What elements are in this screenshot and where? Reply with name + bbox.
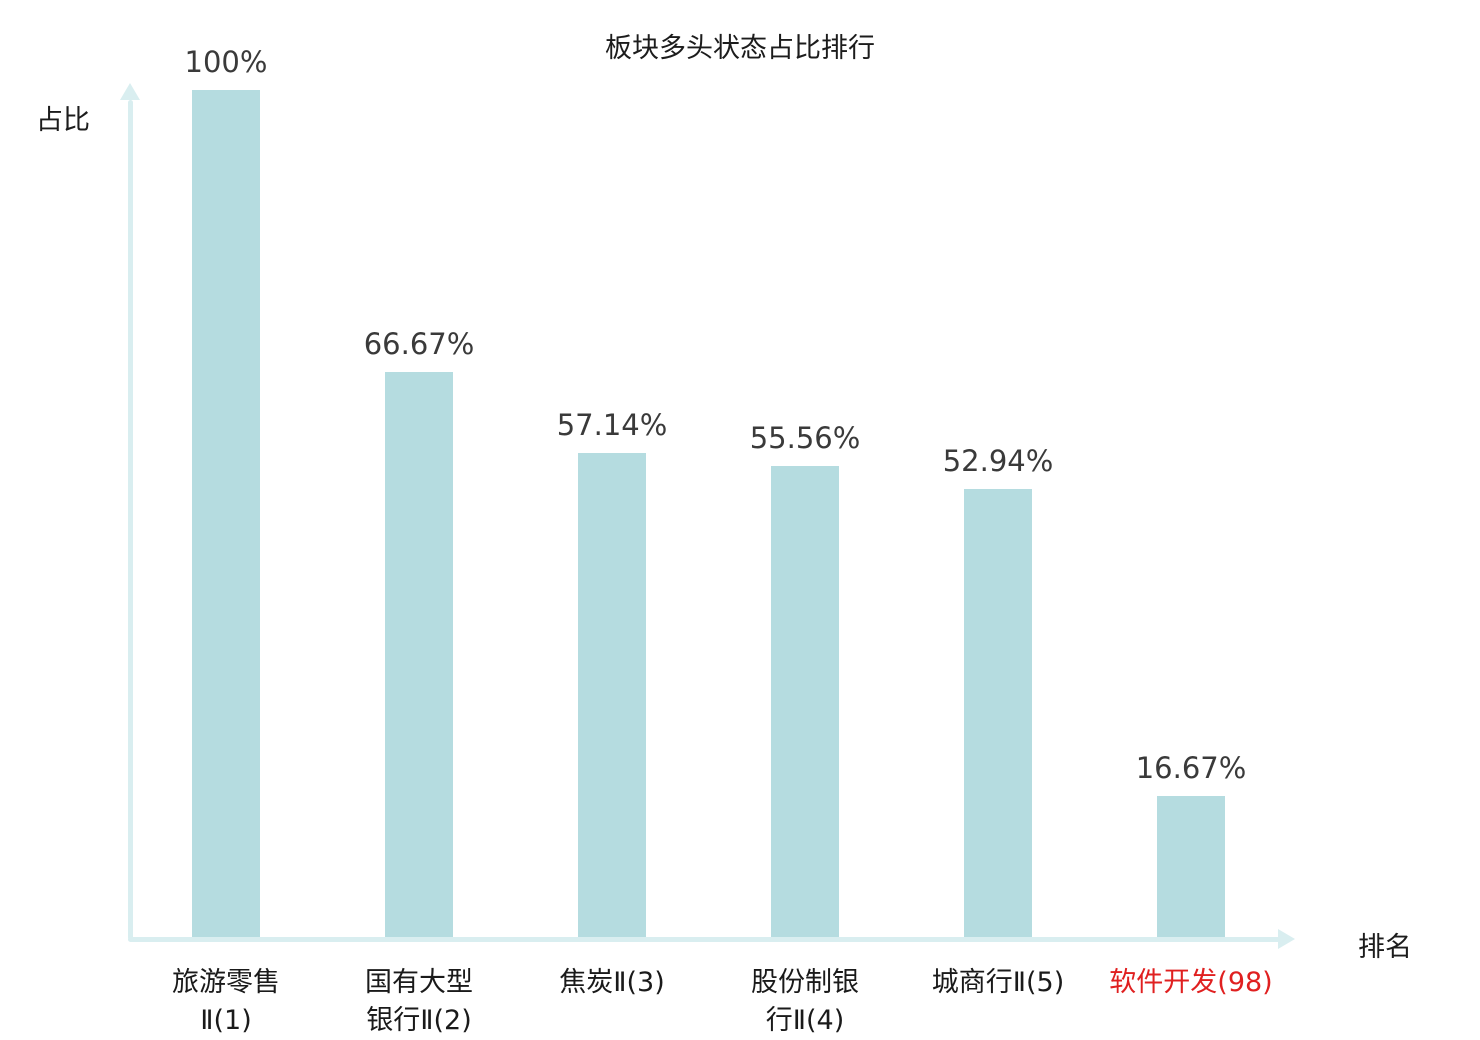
- y-axis-arrow-icon: [120, 83, 140, 100]
- x-axis-label: 排名: [1358, 932, 1412, 963]
- bar-category-label: 国有大型 银行Ⅱ(2): [365, 967, 473, 1036]
- chart-title: 板块多头状态占比排行: [605, 33, 875, 64]
- bar: [1157, 796, 1225, 937]
- x-axis-arrow-icon: [1278, 929, 1295, 949]
- bar-value-label: 57.14%: [556, 408, 668, 442]
- bar-value-label: 66.67%: [363, 327, 475, 361]
- bar-value-label: 16.67%: [1135, 751, 1247, 785]
- y-axis-label: 占比: [36, 105, 90, 136]
- bar: [385, 372, 453, 937]
- bar-value-label: 55.56%: [749, 421, 861, 455]
- x-axis: [128, 937, 1280, 942]
- bar-category-label: 软件开发(98): [1109, 967, 1273, 998]
- bar-value-label: 100%: [184, 45, 268, 79]
- bar: [771, 466, 839, 937]
- bar-category-label: 旅游零售 Ⅱ(1): [172, 967, 280, 1036]
- bar-category-label: 股份制银 行Ⅱ(4): [751, 967, 859, 1036]
- bar: [192, 90, 260, 937]
- y-axis: [128, 100, 133, 940]
- bar: [964, 489, 1032, 937]
- bar: [578, 453, 646, 937]
- bar-category-label: 城商行Ⅱ(5): [931, 967, 1065, 998]
- bar-value-label: 52.94%: [942, 444, 1054, 478]
- bar-category-label: 焦炭Ⅱ(3): [559, 967, 665, 998]
